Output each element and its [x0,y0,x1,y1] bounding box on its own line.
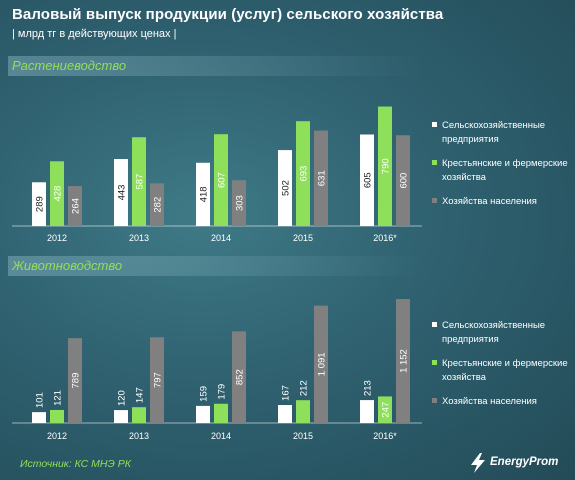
bar [114,159,128,226]
bar [32,412,46,423]
data-label: 790 [381,158,392,174]
energyprom-logo: EnergyProm [468,452,568,474]
bar [50,409,64,423]
bar [314,130,328,226]
legend-swatch [432,360,437,365]
bar [50,161,64,226]
legend-swatch [432,322,437,327]
bar [132,407,146,423]
data-label: 121 [53,390,64,406]
x-tick-label: 2012 [47,233,67,243]
bar [68,186,82,226]
data-label: 159 [199,386,210,402]
bar [296,121,310,226]
x-tick-label: 2016* [373,233,397,243]
data-label: 179 [217,384,228,400]
legend-swatch [432,198,437,203]
x-tick-label: 2016* [373,431,397,441]
data-label: 247 [381,402,392,418]
bar [68,338,82,423]
lightning-icon [471,453,485,473]
legend-label: Сельскохозяйственные предприятия [442,320,545,345]
x-tick-label: 2014 [211,233,231,243]
data-label: 418 [199,186,210,202]
data-label: 600 [399,173,410,189]
x-tick-label: 2013 [129,233,149,243]
bar [214,134,228,226]
bar [396,135,410,226]
legend-swatch [432,122,437,127]
bar [278,405,292,423]
bar [196,162,210,226]
data-label: 693 [299,166,310,182]
data-label: 120 [117,390,128,406]
section-title-livestock: Животноводство [12,258,123,273]
data-label: 587 [135,174,146,190]
section-band-livestock: Животноводство [8,256,426,276]
data-label: 289 [35,196,46,212]
bar [150,337,164,423]
data-label: 101 [35,392,46,408]
data-label: 852 [235,369,246,385]
bar [378,106,392,226]
data-label: 443 [117,185,128,201]
bar [232,331,246,423]
data-label: 303 [235,195,246,211]
data-label: 212 [299,380,310,396]
data-label: 789 [71,373,82,389]
legend-swatch [432,398,437,403]
x-tick-label: 2012 [47,431,67,441]
legend-label: Крестьянские и фермерские хозяйства [442,358,568,383]
data-label: 605 [363,172,374,188]
data-label: 631 [317,170,328,186]
x-tick-label: 2015 [293,431,313,441]
source-note: Источник: КС МНЭ РК [20,458,131,470]
data-label: 167 [281,385,292,401]
bar [196,405,210,423]
bar [360,400,374,423]
x-tick-label: 2015 [293,233,313,243]
bar [396,299,410,423]
bar [114,410,128,423]
legend-swatch [432,160,437,165]
data-label: 147 [135,387,146,403]
data-label: 428 [53,186,64,202]
data-label: 264 [71,198,82,214]
bar [150,183,164,226]
data-label: 1 152 [399,349,410,373]
bar [232,180,246,226]
legend-label: Сельскохозяйственные предприятия [442,120,545,145]
section-title-crops: Растениеводство [12,58,127,73]
section-band-crops: Растениеводство [8,56,426,76]
legend-label: Хозяйства населения [442,196,537,207]
page-title: Валовый выпуск продукции (услуг) сельско… [12,6,444,23]
data-label: 1 091 [317,352,328,376]
legend-label: Хозяйства населения [442,396,537,407]
bar [378,396,392,423]
bar [314,305,328,423]
data-label: 607 [217,172,228,188]
logo-text: EnergyProm [490,456,559,468]
data-label: 282 [153,197,164,213]
x-tick-label: 2013 [129,431,149,441]
data-label: 502 [281,180,292,196]
data-label: 797 [153,372,164,388]
legend-label: Крестьянские и фермерские хозяйства [442,158,568,183]
page-subtitle: | млрд тг в действующих ценах | [12,28,177,40]
bar [132,137,146,226]
data-label: 213 [363,380,374,396]
bar [296,400,310,423]
x-tick-label: 2014 [211,431,231,441]
bar [360,134,374,226]
bar [32,182,46,226]
bar [214,403,228,423]
bar [278,150,292,226]
